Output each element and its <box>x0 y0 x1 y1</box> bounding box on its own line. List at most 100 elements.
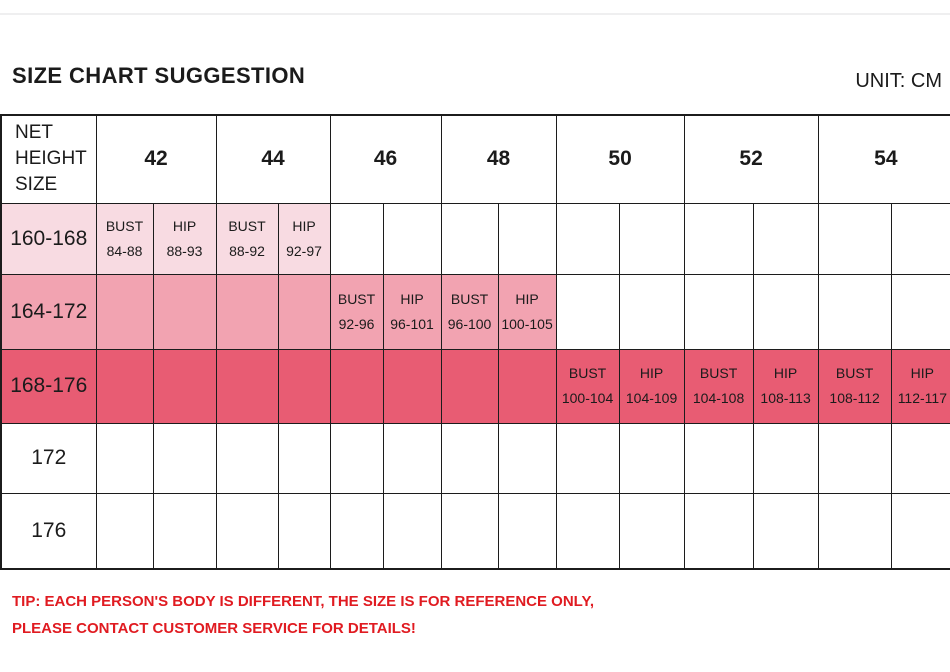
measure-label: BUST <box>228 217 266 234</box>
size-chart-table: NET HEIGHT SIZE 42 44 46 48 50 52 54 160… <box>0 114 950 570</box>
measure-cell: HIP 112-117 <box>890 348 950 424</box>
measure-value: 96-100 <box>447 315 492 332</box>
empty-cell <box>555 422 620 494</box>
empty-cell <box>329 202 384 275</box>
empty-cell <box>152 273 217 350</box>
tip-text: TIP: EACH PERSON'S BODY IS DIFFERENT, TH… <box>12 588 594 642</box>
height-row-header: 160-168 <box>0 202 97 275</box>
measure-cell: BUST 100-104 <box>555 348 620 424</box>
measure-value: 108-113 <box>760 390 811 406</box>
tip-line-2: PLEASE CONTACT CUSTOMER SERVICE FOR DETA… <box>12 620 416 637</box>
measure-cell: BUST 92-96 <box>329 273 384 350</box>
empty-cell <box>497 492 557 570</box>
measure-label: HIP <box>910 365 935 381</box>
empty-cell <box>329 348 384 424</box>
empty-cell <box>382 422 442 494</box>
size-column-header-52: 52 <box>683 114 819 204</box>
empty-cell <box>215 273 279 350</box>
measure-cell: BUST 96-100 <box>440 273 499 350</box>
empty-cell <box>440 202 499 275</box>
empty-cell <box>817 422 892 494</box>
unit-label: UNIT: CM <box>855 70 942 92</box>
height-row-header: 176 <box>0 492 97 570</box>
empty-cell <box>382 202 442 275</box>
empty-cell <box>555 492 620 570</box>
measure-cell: HIP 96-101 <box>382 273 442 350</box>
empty-cell <box>683 492 754 570</box>
empty-cell <box>618 273 685 350</box>
empty-cell <box>890 492 950 570</box>
measure-cell: BUST 104-108 <box>683 348 754 424</box>
size-column-header-44: 44 <box>215 114 331 204</box>
measure-cell: HIP 100-105 <box>497 273 557 350</box>
measure-value: 88-93 <box>166 242 203 259</box>
size-column-header-46: 46 <box>329 114 442 204</box>
measure-cell: HIP 92-97 <box>277 202 331 275</box>
measure-label: HIP <box>773 365 798 381</box>
header-row: NET HEIGHT SIZE 42 44 46 48 50 52 54 <box>0 114 950 204</box>
measure-value: 104-109 <box>625 390 678 406</box>
empty-cell <box>95 273 154 350</box>
empty-cell <box>683 273 754 350</box>
empty-cell <box>152 422 217 494</box>
measure-label: HIP <box>639 365 664 381</box>
empty-cell <box>329 492 384 570</box>
measure-cell: HIP 88-93 <box>152 202 217 275</box>
measure-value: 96-101 <box>390 315 434 332</box>
empty-cell <box>618 202 685 275</box>
empty-cell <box>329 422 384 494</box>
empty-cell <box>497 422 557 494</box>
photo-edge-divider <box>0 13 950 15</box>
size-column-header-50: 50 <box>555 114 685 204</box>
measure-value: 92-97 <box>286 242 322 259</box>
empty-cell <box>152 348 217 424</box>
measure-label: BUST <box>450 290 489 307</box>
height-row-header: 168-176 <box>0 348 97 424</box>
empty-cell <box>95 348 154 424</box>
page-title: SIZE CHART SUGGESTION <box>12 63 306 88</box>
measure-label: BUST <box>337 290 376 307</box>
tip-line-1: TIP: EACH PERSON'S BODY IS DIFFERENT, TH… <box>12 593 594 610</box>
table-row-160-168: 160-168 BUST 84-88 HIP 88-93 BUST 88-92 … <box>0 202 950 275</box>
empty-cell <box>277 492 331 570</box>
size-column-header-42: 42 <box>95 114 217 204</box>
table-row-168-176: 168-176 BUST 100-104 HIP 104-109 BUST 10… <box>0 348 950 424</box>
empty-cell <box>95 492 154 570</box>
empty-cell <box>752 492 819 570</box>
empty-cell <box>440 422 499 494</box>
corner-header-net-height-size: NET HEIGHT SIZE <box>0 114 97 204</box>
empty-cell <box>618 422 685 494</box>
measure-value: 88-92 <box>229 242 265 259</box>
empty-cell <box>752 202 819 275</box>
empty-cell <box>382 492 442 570</box>
measure-value: 84-88 <box>106 242 143 259</box>
empty-cell <box>618 492 685 570</box>
size-column-header-54: 54 <box>817 114 950 204</box>
table-row-164-172: 164-172 BUST 92-96 HIP 96-101 BUST 96-10… <box>0 273 950 350</box>
empty-cell <box>817 273 892 350</box>
empty-cell <box>277 348 331 424</box>
empty-cell <box>440 492 499 570</box>
empty-cell <box>215 492 279 570</box>
measure-value: 112-117 <box>897 390 947 406</box>
empty-cell <box>555 202 620 275</box>
empty-cell <box>215 348 279 424</box>
empty-cell <box>817 202 892 275</box>
measure-value: 100-105 <box>501 315 553 332</box>
measure-label: HIP <box>172 217 197 234</box>
empty-cell <box>555 273 620 350</box>
empty-cell <box>817 492 892 570</box>
size-column-header-48: 48 <box>440 114 557 204</box>
measure-value: 92-96 <box>338 315 375 332</box>
empty-cell <box>152 492 217 570</box>
measure-cell: HIP 108-113 <box>752 348 819 424</box>
measure-cell: BUST 84-88 <box>95 202 154 275</box>
empty-cell <box>890 422 950 494</box>
corner-line: SIZE <box>15 174 58 196</box>
empty-cell <box>752 422 819 494</box>
measure-label: BUST <box>105 217 144 234</box>
empty-cell <box>497 202 557 275</box>
empty-cell <box>95 422 154 494</box>
empty-cell <box>890 273 950 350</box>
